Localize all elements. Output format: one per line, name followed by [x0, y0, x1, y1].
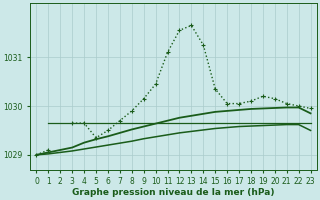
X-axis label: Graphe pression niveau de la mer (hPa): Graphe pression niveau de la mer (hPa): [72, 188, 275, 197]
